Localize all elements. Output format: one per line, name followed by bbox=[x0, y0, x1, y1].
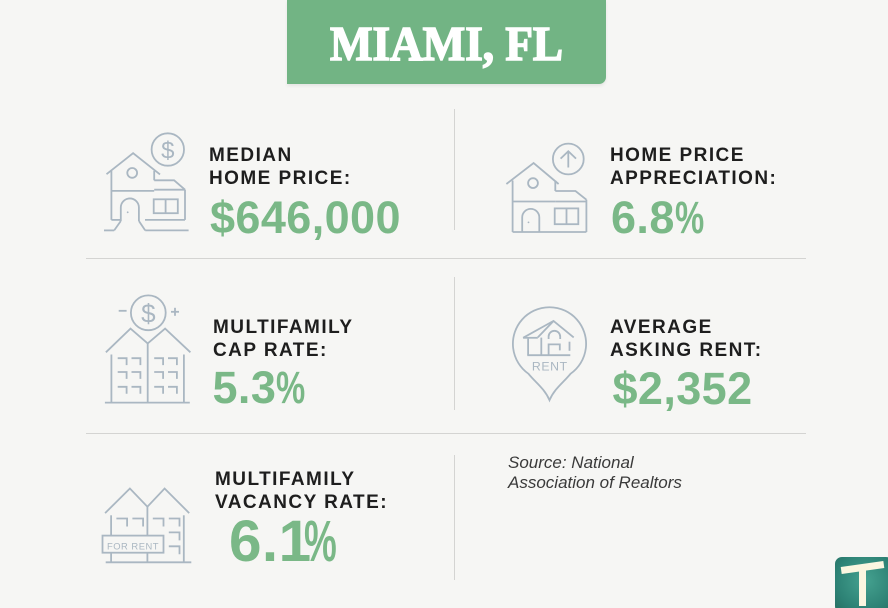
svg-text:$: $ bbox=[141, 299, 156, 329]
svg-text:$: $ bbox=[161, 137, 174, 164]
svg-text:FOR RENT: FOR RENT bbox=[107, 541, 159, 552]
svg-text:RENT: RENT bbox=[532, 360, 568, 374]
